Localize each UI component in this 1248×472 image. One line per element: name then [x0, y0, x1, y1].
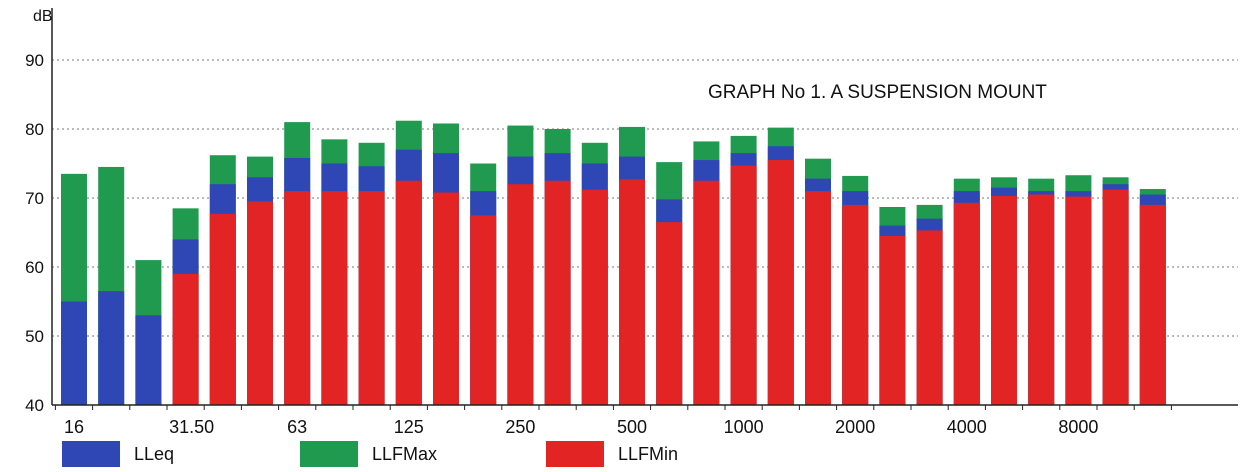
bar-lleq: [61, 301, 87, 405]
bar-llfmin: [619, 179, 645, 405]
x-tick-label: 1000: [724, 417, 764, 437]
bar-llfmin: [209, 213, 236, 405]
y-tick-labels: 40 50 60 70 80 90: [25, 51, 44, 415]
legend-item-llfmin: LLFMin: [546, 441, 678, 467]
x-tick-label: 250: [505, 417, 535, 437]
bar-llfmin: [507, 184, 534, 405]
bar-llfmin: [544, 180, 571, 405]
legend-swatch-llfmax: [300, 441, 358, 467]
bar-llfmin: [321, 191, 348, 405]
chart-title: GRAPH No 1. A SUSPENSION MOUNT: [708, 82, 1047, 103]
legend-label-llfmin: LLFMin: [618, 443, 679, 464]
y-tick-label: 80: [25, 120, 44, 139]
y-tick-label: 70: [25, 189, 44, 208]
y-tick-label: 90: [25, 51, 44, 70]
bar-lleq: [135, 315, 162, 405]
y-tick-label: 60: [25, 258, 44, 277]
bar-llfmin: [1139, 204, 1166, 405]
y-tick-label: 50: [25, 327, 44, 346]
bar-llfmin: [767, 160, 794, 405]
bar-llfmin: [284, 191, 311, 405]
legend-item-llfmax: LLFMax: [300, 441, 437, 467]
bar-llfmin: [1028, 194, 1055, 405]
bar-llfmin: [1065, 196, 1092, 405]
bar-llfmin: [358, 191, 385, 405]
bar-lleq: [98, 291, 125, 405]
x-tick-labels: 16 31.50 63 125 250 500 1000 2000 4000 8000: [64, 417, 1098, 437]
legend-label-lleq: LLeq: [134, 443, 175, 464]
y-axis-label: dB: [33, 8, 53, 25]
x-tick-label: 2000: [835, 417, 875, 437]
bar-llfmin: [916, 230, 943, 405]
x-tick-label: 16: [64, 417, 84, 437]
bar-llfmin: [842, 204, 869, 405]
x-tick-label: 500: [617, 417, 647, 437]
x-tick-label: 4000: [947, 417, 987, 437]
bar-llfmin: [991, 195, 1017, 405]
legend-item-lleq: LLeq: [62, 441, 174, 467]
bar-llfmin: [1102, 189, 1129, 405]
axes: [51, 8, 1238, 410]
bar-llfmin: [693, 180, 720, 405]
y-tick-label: 40: [25, 396, 44, 415]
bar-llfmin: [953, 202, 980, 405]
bar-llfmin: [730, 165, 757, 405]
x-tick-label: 125: [394, 417, 424, 437]
bar-llfmin: [395, 180, 422, 405]
bar-llfmin: [433, 192, 459, 405]
bar-llfmin: [879, 235, 906, 405]
bar-llfmin: [247, 201, 273, 405]
bar-llfmin: [172, 273, 199, 405]
legend-label-llfmax: LLFMax: [372, 443, 438, 464]
bars: [61, 120, 1166, 406]
x-tick-label: 63: [287, 417, 307, 437]
bar-llfmin: [581, 189, 608, 405]
legend-swatch-lleq: [62, 441, 120, 467]
legend-swatch-llfmin: [546, 441, 604, 467]
x-tick-label: 8000: [1058, 417, 1098, 437]
bar-llfmin: [805, 191, 831, 405]
bar-llfmin: [470, 215, 497, 405]
x-tick-label: 31.50: [169, 417, 214, 437]
bar-llfmin: [656, 222, 683, 405]
